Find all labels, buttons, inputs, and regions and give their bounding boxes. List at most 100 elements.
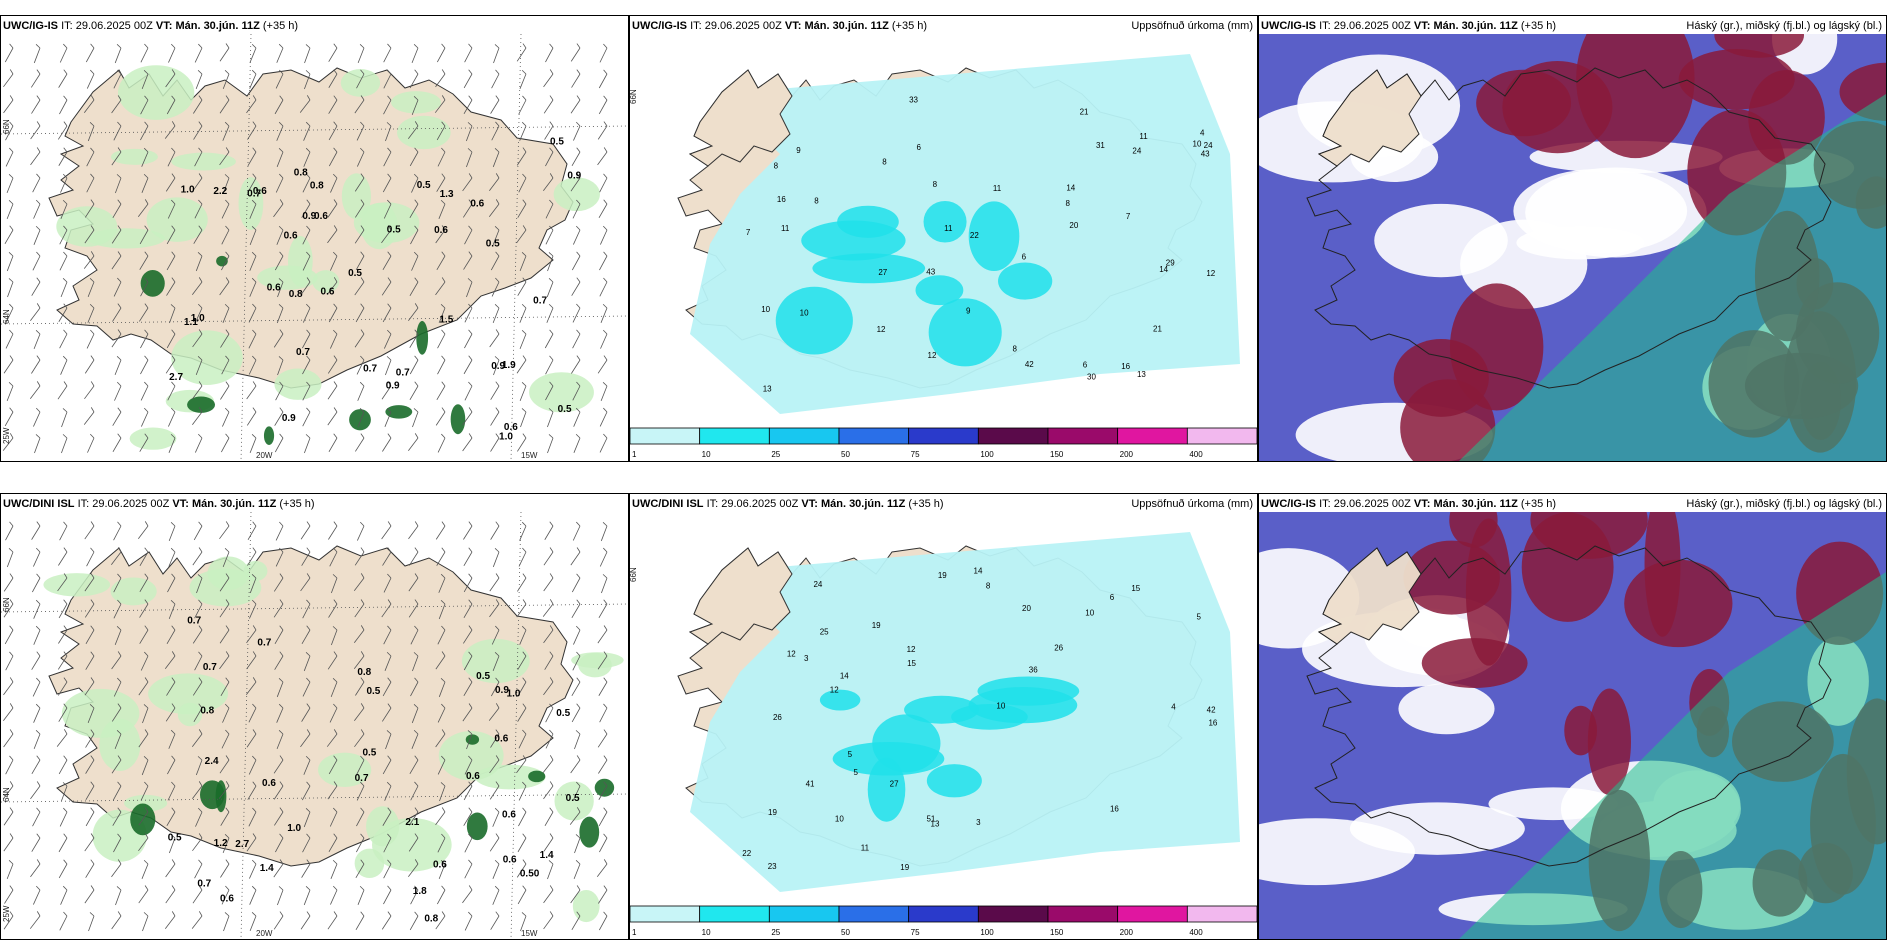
wind-barb <box>6 173 14 193</box>
wind-barb <box>329 547 338 567</box>
wind-barb-staff <box>195 307 203 323</box>
wind-barb-staff <box>547 437 554 454</box>
wind-barb-staff <box>113 525 122 541</box>
wind-barb-flag <box>333 407 338 413</box>
wind-barb-staff <box>139 577 149 592</box>
wind-barb <box>113 599 122 619</box>
wind-barb <box>111 147 122 166</box>
wind-barb-flag <box>63 807 68 813</box>
wind-barb-staff <box>437 151 446 167</box>
wind-barb-staff <box>299 99 311 113</box>
wind-barb <box>571 911 581 930</box>
wind-barb-staff <box>275 551 284 567</box>
wind-barb-staff <box>354 603 365 618</box>
wind-barb-flag <box>225 381 230 387</box>
wind-barb-staff <box>139 307 149 322</box>
wind-barb-staff <box>519 385 527 402</box>
colorbar-tick-label: 1 <box>632 928 637 937</box>
wind-barb-flag <box>9 355 14 361</box>
wind-barb-flag <box>144 121 149 127</box>
precip-area-heavy <box>832 741 945 776</box>
wind-barb-flag <box>522 573 527 579</box>
precip-value-label: 0.50 <box>520 868 540 879</box>
high-cloud-area <box>1576 34 1695 159</box>
wind-barb-flag <box>495 755 500 761</box>
wind-barb-staff <box>31 577 41 593</box>
graticule-line <box>1 603 628 613</box>
wind-barb <box>222 703 230 723</box>
wind-barb-flag <box>468 303 473 309</box>
precip-value-label: 0.7 <box>533 295 547 306</box>
wind-barb <box>86 69 95 89</box>
wind-barb <box>246 381 257 400</box>
precip-value-label: 0.6 <box>504 422 518 433</box>
precip-blob <box>171 330 243 385</box>
wind-barb <box>330 574 338 594</box>
wind-barb <box>488 703 500 721</box>
wind-barb-staff <box>410 889 419 905</box>
wind-barb <box>572 521 581 541</box>
wind-barb-staff <box>140 47 149 63</box>
wind-barb-staff <box>328 837 338 853</box>
wind-barb <box>411 704 419 724</box>
wind-barb-staff <box>113 125 122 141</box>
wind-barb-flag <box>413 704 419 709</box>
colorbar-tick-label: 150 <box>1050 450 1064 459</box>
wind-barb <box>356 355 365 375</box>
wind-barb-flag <box>63 703 68 709</box>
wind-barb <box>194 599 203 619</box>
westfjords-land <box>1317 547 1422 645</box>
wind-barb <box>382 251 392 271</box>
wind-barb-flag <box>387 173 392 179</box>
wind-barb-staff <box>411 47 419 63</box>
wind-barb-flag <box>225 677 230 683</box>
wind-barb <box>140 651 149 671</box>
wind-barb-staff <box>545 385 554 401</box>
wind-barb-flag <box>387 755 392 761</box>
wind-barb-staff <box>86 551 95 567</box>
wind-barb-flag <box>62 173 68 179</box>
wind-barb <box>411 43 419 63</box>
wind-barb-flag <box>198 885 203 891</box>
wind-barb-staff <box>518 177 527 193</box>
wind-barb <box>490 677 500 697</box>
wind-barb-flag <box>116 730 122 735</box>
precip-value-label: 0.9 <box>302 211 316 222</box>
precip-value-label: 0.5 <box>348 268 362 279</box>
wind-barb <box>516 599 527 618</box>
wind-barb <box>275 833 284 853</box>
wind-barb <box>543 833 554 852</box>
colorbar-tick-label: 75 <box>911 928 920 937</box>
precip-value-label: 24 <box>1132 147 1141 156</box>
wind-barb <box>3 677 14 696</box>
wind-barb-staff <box>57 577 68 592</box>
wind-barb-flag <box>251 226 257 231</box>
wind-barb-staff <box>31 359 41 374</box>
wind-barb <box>436 547 446 566</box>
wind-barb-staff <box>194 47 203 63</box>
wind-barb-flag <box>495 677 500 683</box>
wind-barb <box>168 729 176 749</box>
wind-barb <box>409 547 419 566</box>
wind-barb <box>435 277 446 296</box>
wind-barb-flag <box>305 121 311 127</box>
wind-barb-flag <box>495 833 500 839</box>
wind-barb-staff <box>436 889 446 905</box>
wind-barb <box>59 225 68 245</box>
wind-barb-flag <box>144 251 149 257</box>
wind-barb-staff <box>115 177 122 194</box>
precip-value-label: 0.6 <box>262 778 276 789</box>
wind-barb <box>4 885 14 904</box>
wind-barb-flag <box>89 704 95 709</box>
wind-barb <box>516 755 527 774</box>
wind-barb <box>572 199 581 219</box>
wind-barb-flag <box>468 911 473 917</box>
wind-barb-staff <box>437 437 446 453</box>
wind-barb <box>247 547 257 566</box>
wind-barb-flag <box>306 547 311 553</box>
wind-barb-staff <box>32 811 41 827</box>
wind-barb-flag <box>170 304 176 309</box>
wind-barb-flag <box>468 381 473 387</box>
wind-barb-staff <box>463 629 473 644</box>
wind-barb <box>220 329 230 348</box>
